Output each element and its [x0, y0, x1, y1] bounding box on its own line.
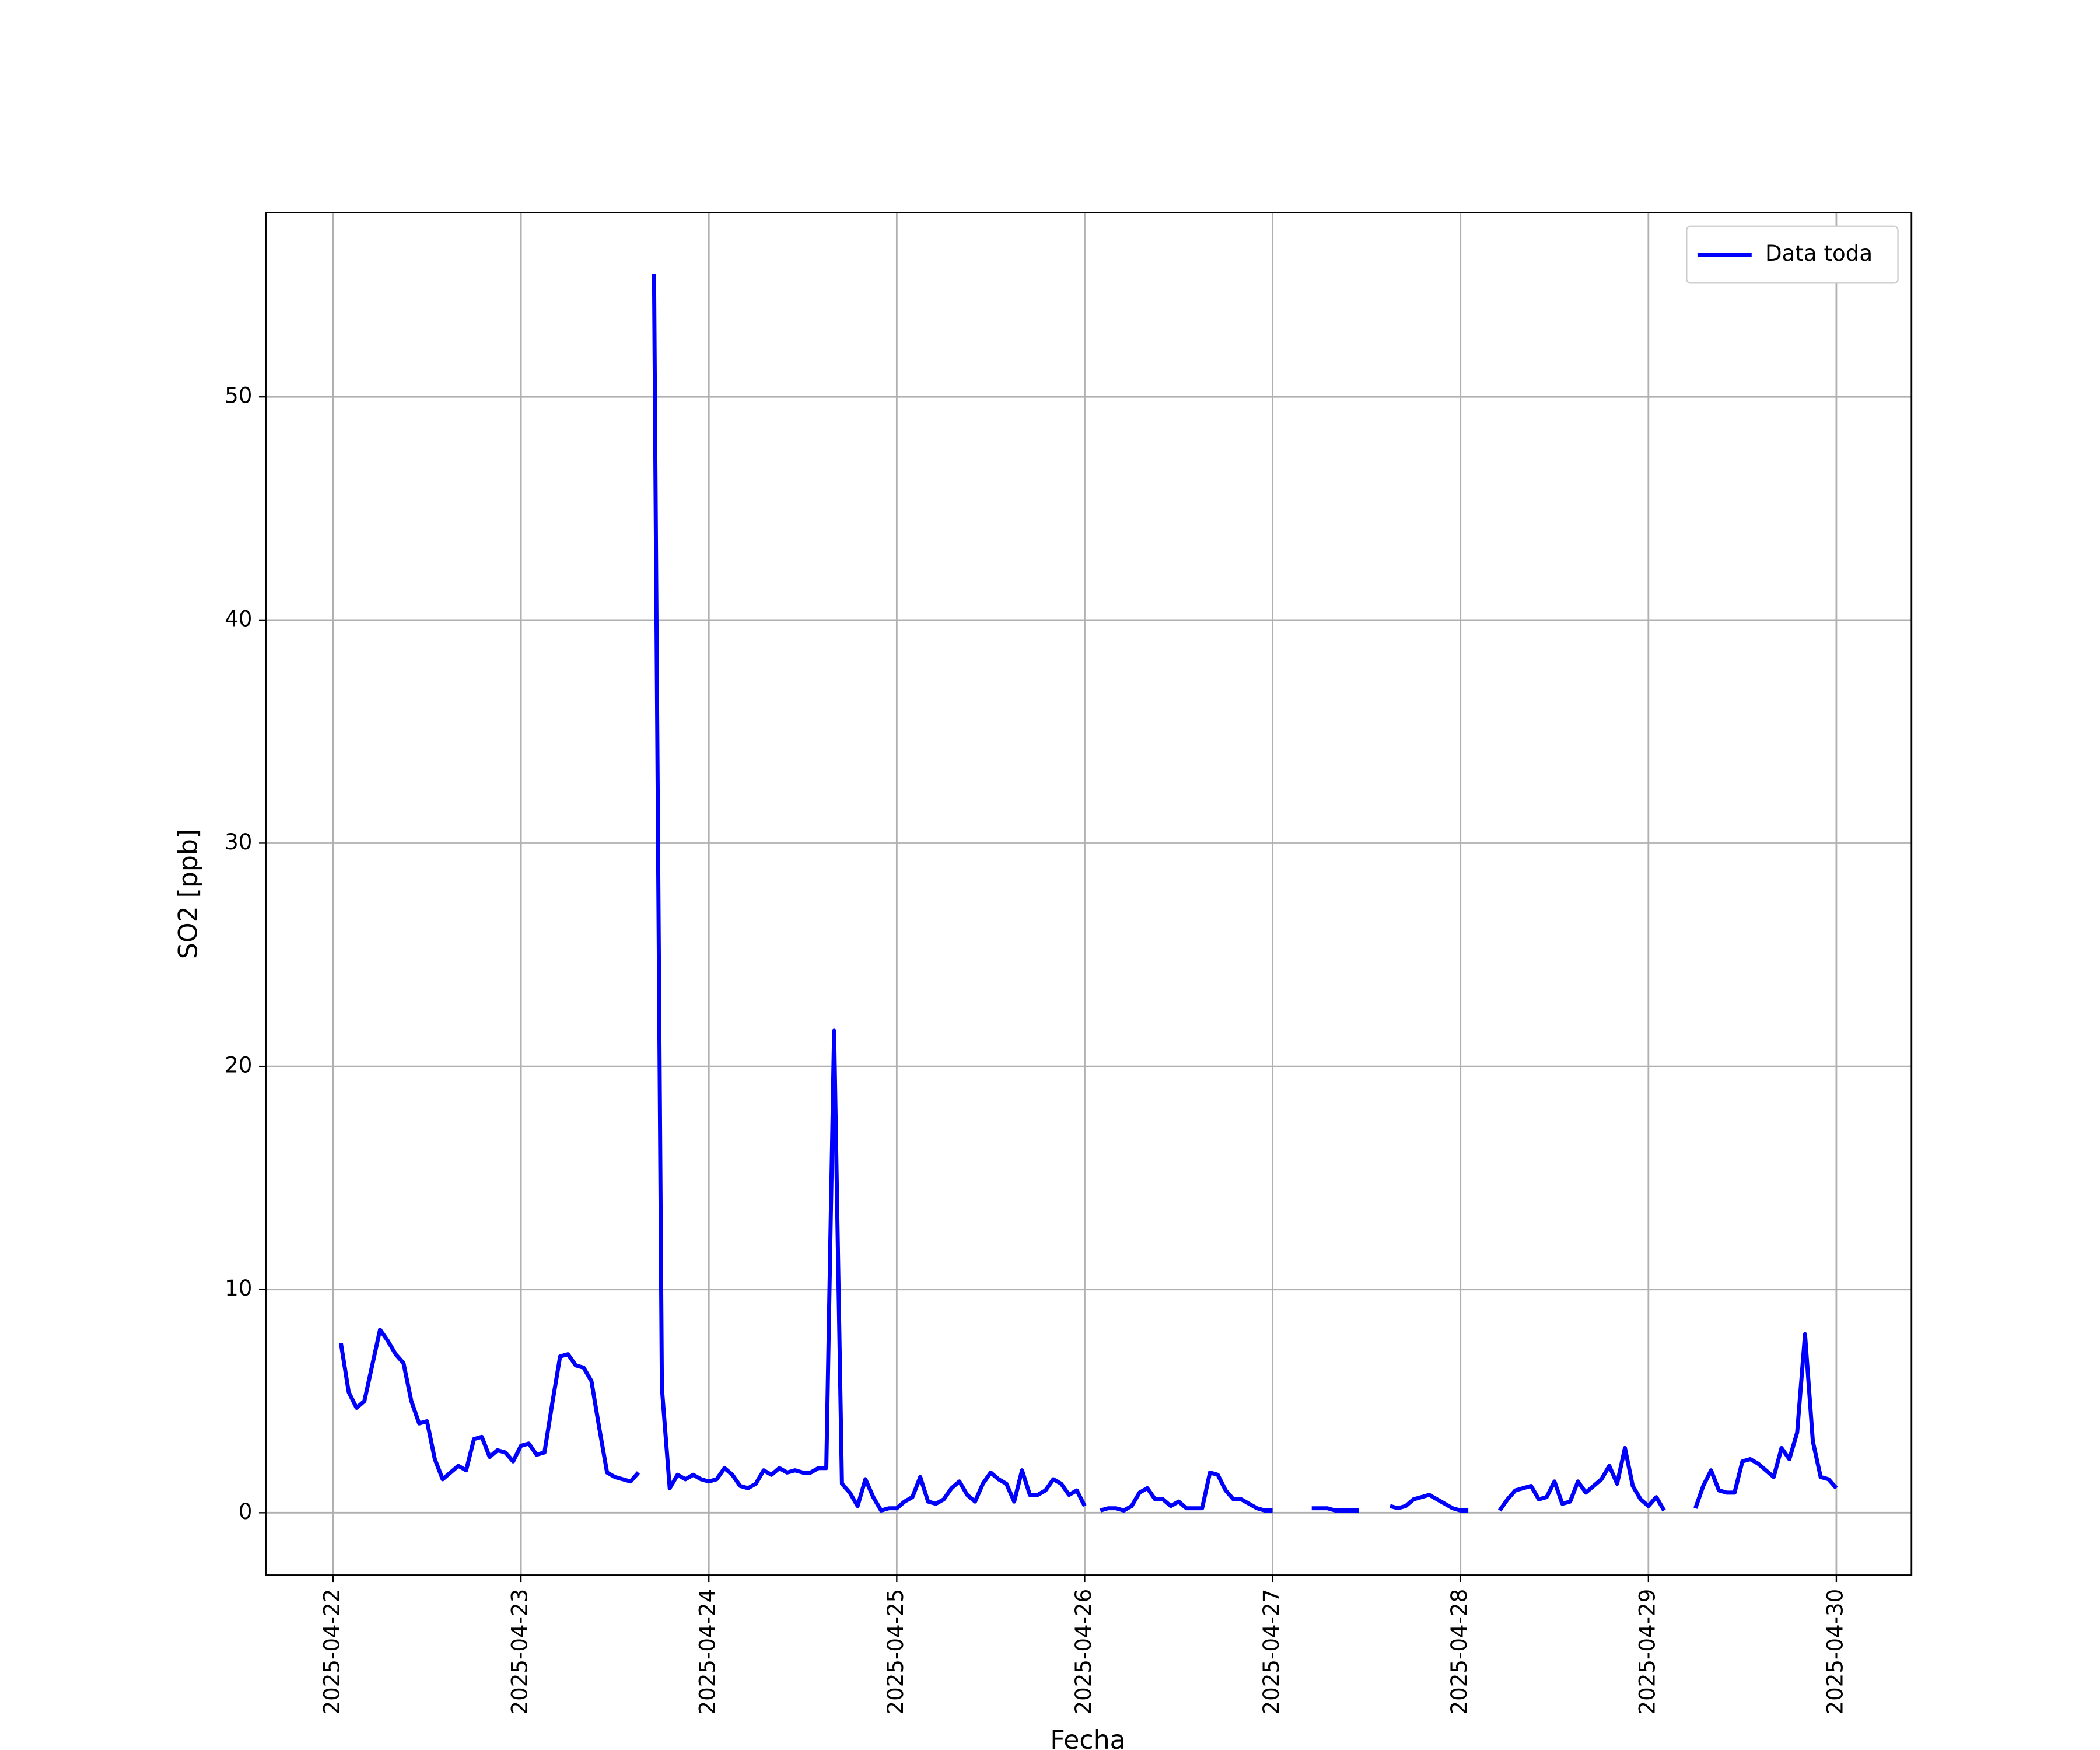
x-tick-label: 2025-04-22: [319, 1589, 344, 1715]
y-tick-label: 10: [225, 1276, 252, 1301]
y-tick-label: 30: [225, 830, 252, 855]
x-tick-label: 2025-04-29: [1634, 1589, 1660, 1715]
x-tick-label: 2025-04-23: [508, 1589, 533, 1715]
y-tick-label: 50: [225, 383, 252, 408]
x-tick-label: 2025-04-26: [1071, 1589, 1096, 1715]
data-line: [338, 274, 1838, 1513]
x-tick-label: 2025-04-24: [695, 1589, 720, 1715]
x-tick-label: 2025-04-30: [1822, 1589, 1847, 1715]
legend-box: [1686, 225, 1899, 284]
legend-label: Data toda: [1765, 241, 1873, 266]
y-tick-label: 20: [225, 1053, 252, 1078]
y-tick-label: 40: [225, 606, 252, 631]
y-axis-label: SO2 [ppb]: [174, 829, 204, 959]
x-tick-label: 2025-04-27: [1259, 1589, 1284, 1715]
x-tick-label: 2025-04-28: [1447, 1589, 1472, 1715]
y-tick-label: 0: [239, 1499, 253, 1524]
x-axis-label: Fecha: [1050, 1726, 1125, 1750]
plot-frame: [265, 212, 1913, 1576]
x-tick-label: 2025-04-25: [883, 1589, 908, 1715]
